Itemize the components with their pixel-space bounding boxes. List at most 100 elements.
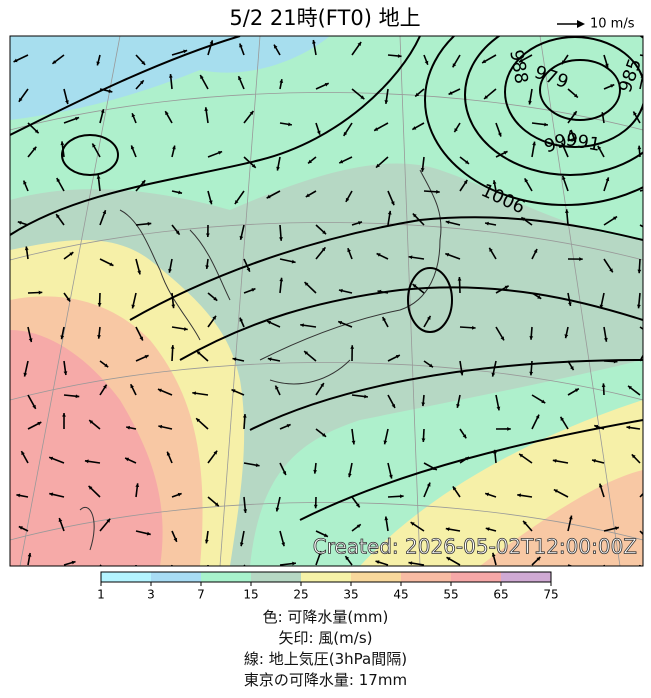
wind-arrow-head	[27, 552, 32, 557]
wind-arrow-head	[324, 82, 329, 87]
wind-arrow-head	[471, 325, 476, 330]
wind-arrow-head	[267, 320, 272, 325]
wind-arrow-head	[592, 458, 596, 463]
wind-arrow-head	[60, 141, 65, 146]
wind-arrow-head	[636, 575, 640, 579]
wind-arrow-head	[249, 110, 254, 115]
wind-arrow-head	[572, 111, 577, 116]
wind-arrow-head	[374, 127, 379, 131]
colorbar-tick-label: 75	[543, 588, 558, 602]
wind-arrow-head	[637, 145, 642, 150]
wind-arrow-head	[338, 321, 343, 325]
wind-arrow-head	[640, 74, 643, 79]
wind-arrow-head	[561, 60, 566, 65]
wind-arrow-head	[147, 221, 152, 226]
wind-arrow-head	[532, 141, 536, 146]
wind-arrow-head	[239, 317, 244, 322]
wind-arrow-head	[208, 200, 213, 205]
colorbar-tick-label: 35	[343, 588, 358, 602]
map-frame	[9, 35, 644, 567]
colorbar-tick-label: 65	[493, 588, 508, 602]
wind-arrow-head	[390, 201, 395, 206]
wind-arrow-head	[146, 531, 151, 536]
scale-arrow-head	[577, 20, 585, 28]
colorbar-tick-label: 25	[293, 588, 308, 602]
colorbar-segment	[301, 572, 351, 582]
wind-arrow-head	[312, 40, 316, 44]
wind-arrow-head	[533, 249, 538, 254]
wind-arrow-head	[281, 542, 286, 547]
wind-arrow-head	[436, 189, 440, 194]
wind-arrow-head	[183, 327, 188, 331]
wind-arrow-head	[601, 383, 606, 387]
wind-arrow-head	[213, 450, 218, 455]
wind-arrow-head	[58, 518, 63, 523]
wind-arrow-head	[183, 49, 188, 54]
wind-arrow-head	[485, 527, 490, 532]
wind-arrow-head	[427, 315, 431, 320]
wind-arrow-head	[356, 503, 360, 508]
wind-arrow-head	[13, 58, 18, 63]
colorbar-segment	[451, 572, 501, 582]
wind-arrow-head	[408, 255, 413, 260]
wind-arrow-head	[56, 178, 61, 183]
wind-arrow-head	[32, 404, 36, 409]
wind-arrow-head	[465, 456, 470, 461]
wind-arrow-head	[304, 351, 309, 355]
wind-arrow-head	[615, 526, 619, 531]
wind-arrow-head	[387, 210, 392, 215]
wind-arrow-head	[171, 304, 176, 309]
wind-arrow-head	[239, 43, 243, 48]
wind-arrow-head	[553, 489, 558, 493]
wind-arrow-head	[491, 372, 496, 377]
wind-arrow-head	[255, 463, 260, 468]
wind-arrow-head	[239, 542, 244, 547]
colorbar-segment	[501, 572, 551, 582]
wind-arrow-head	[275, 507, 280, 512]
wind-arrow-head	[412, 213, 417, 218]
wind-arrow-head	[485, 221, 489, 226]
wind-arrow-head	[519, 453, 524, 458]
wind-arrow-head	[282, 471, 287, 476]
wind-arrow-head	[141, 180, 146, 185]
wind-arrow-head	[243, 509, 248, 513]
wind-arrow-head	[605, 177, 610, 182]
wind-arrow-head	[204, 539, 209, 544]
colorbar-frame	[100, 571, 552, 583]
wind-arrow-head	[351, 440, 356, 445]
wind-arrow-head	[23, 180, 27, 185]
wind-arrow-head	[610, 84, 615, 88]
wind-arrow-head	[357, 42, 362, 46]
wind-arrow-head	[568, 515, 573, 520]
wind-arrow-head	[157, 388, 162, 393]
wind-arrow-head	[456, 403, 460, 408]
wind-arrow-head	[242, 414, 247, 418]
wind-arrow-head	[384, 100, 389, 104]
wind-arrow-head	[214, 502, 219, 507]
colorbar-tick-label: 3	[147, 588, 155, 602]
wind-arrow-head	[517, 493, 522, 498]
colorbar-tick-label: 7	[197, 588, 205, 602]
wind-arrow-head	[429, 363, 433, 368]
wind-arrow-head	[102, 210, 107, 215]
wind-arrow-head	[519, 58, 524, 63]
legend-line: 東京の可降水量: 17mm	[243, 671, 408, 689]
wind-arrow-head	[485, 492, 490, 497]
wind-arrow-head	[139, 336, 143, 341]
wind-arrow	[639, 564, 641, 566]
wind-arrow-head	[578, 567, 582, 571]
wind-arrow-head	[213, 296, 218, 301]
wind-arrow-head	[316, 130, 321, 135]
wind-arrow-head	[631, 454, 636, 459]
wind-arrow-head	[126, 425, 131, 430]
wind-arrow-head	[524, 178, 529, 183]
wind-arrow-head	[97, 334, 101, 339]
wind-arrow-head	[395, 354, 400, 359]
wind-arrow-head	[275, 385, 279, 390]
wind-arrow-head	[637, 269, 642, 274]
wind-arrow-head	[523, 520, 527, 525]
wind-arrow-head	[529, 371, 534, 376]
wind-arrow-head	[364, 394, 368, 399]
wind-arrow-head	[135, 483, 140, 488]
wind-arrow-head	[415, 92, 420, 97]
